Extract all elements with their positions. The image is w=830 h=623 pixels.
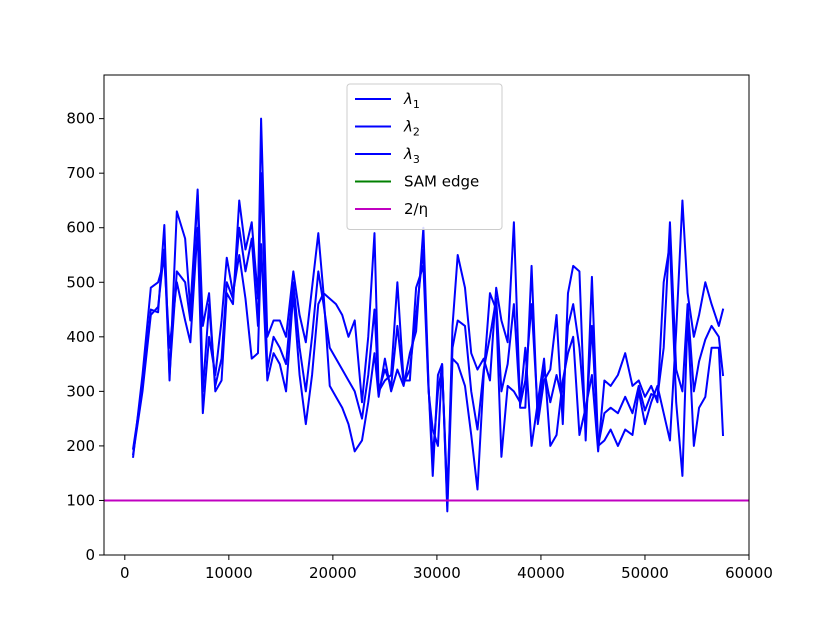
x-tick-label: 40000 [517, 564, 565, 582]
legend-frame [346, 83, 503, 230]
y-tick-label: 400 [66, 328, 95, 346]
series-line-1 [131, 117, 725, 507]
legend: λ1 λ2 λ3 SAM edge 2/η [346, 83, 503, 230]
y-tick-label: 200 [66, 437, 95, 455]
ticks-layer: 0 10000 20000 30000 40000 50000 60000 0 100 200 30… [66, 110, 773, 582]
y-tick-label: 0 [85, 546, 95, 564]
x-tick-label: 60000 [725, 564, 773, 582]
y-tick-label: 800 [66, 110, 95, 128]
plot-frame [103, 74, 750, 556]
legend-label: λ3 [403, 145, 420, 166]
y-tick-label: 100 [66, 491, 95, 509]
x-tick-label: 10000 [205, 564, 253, 582]
series-layer [104, 117, 749, 513]
legend-label: 2/η [404, 200, 428, 218]
x-tick-label: 20000 [309, 564, 357, 582]
y-tick-label: 300 [66, 382, 95, 400]
x-tick-label: 30000 [413, 564, 461, 582]
series-line-2 [132, 226, 725, 513]
series-line-3 [131, 172, 725, 496]
y-tick-label: 500 [66, 273, 95, 291]
legend-label: SAM edge [404, 173, 479, 191]
x-tick-label: 50000 [621, 564, 669, 582]
y-tick-label: 600 [66, 219, 95, 237]
x-tick-label: 0 [120, 564, 130, 582]
legend-label: λ1 [403, 90, 420, 111]
y-tick-label: 700 [66, 164, 95, 182]
legend-label: λ2 [403, 118, 420, 139]
